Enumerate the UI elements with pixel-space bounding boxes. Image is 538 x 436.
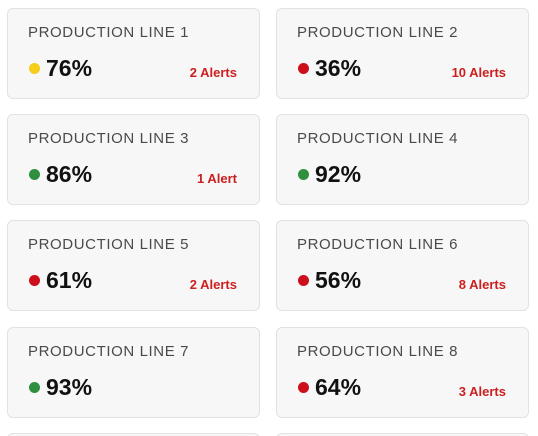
status-dot-icon [298,382,309,393]
alerts-badge[interactable]: 1 Alert [197,171,237,186]
status-dot-icon [298,63,309,74]
alerts-badge[interactable]: 2 Alerts [190,65,237,80]
production-line-card-5[interactable]: PRODUCTION LINE 5 61% 2 Alerts [7,220,260,311]
production-line-title: PRODUCTION LINE 1 [28,24,189,41]
alerts-badge[interactable]: 10 Alerts [452,65,506,80]
alerts-badge[interactable]: 3 Alerts [459,384,506,399]
status-dot-icon [298,169,309,180]
status-dot-icon [29,63,40,74]
status-dot-icon [29,275,40,286]
status-dot-icon [29,169,40,180]
production-line-card-1[interactable]: PRODUCTION LINE 1 76% 2 Alerts [7,8,260,99]
production-line-title: PRODUCTION LINE 3 [28,130,189,147]
production-line-card-6[interactable]: PRODUCTION LINE 6 56% 8 Alerts [276,220,529,311]
production-line-title: PRODUCTION LINE 2 [297,24,458,41]
production-line-value: 76% [46,55,92,82]
production-line-card-3[interactable]: PRODUCTION LINE 3 86% 1 Alert [7,114,260,205]
status-dot-icon [29,382,40,393]
production-line-card-8[interactable]: PRODUCTION LINE 8 64% 3 Alerts [276,327,529,418]
production-line-card-2[interactable]: PRODUCTION LINE 2 36% 10 Alerts [276,8,529,99]
production-line-value: 64% [315,374,361,401]
production-line-title: PRODUCTION LINE 4 [297,130,458,147]
status-dot-icon [298,275,309,286]
production-line-title: PRODUCTION LINE 5 [28,236,189,253]
alerts-badge[interactable]: 2 Alerts [190,277,237,292]
production-line-card-4[interactable]: PRODUCTION LINE 4 92% [276,114,529,205]
production-line-title: PRODUCTION LINE 7 [28,343,189,360]
production-line-title: PRODUCTION LINE 8 [297,343,458,360]
production-line-value: 92% [315,161,361,188]
production-line-value: 36% [315,55,361,82]
production-line-value: 93% [46,374,92,401]
production-line-value: 86% [46,161,92,188]
production-line-card-7[interactable]: PRODUCTION LINE 7 93% [7,327,260,418]
production-line-value: 61% [46,267,92,294]
production-line-value: 56% [315,267,361,294]
alerts-badge[interactable]: 8 Alerts [459,277,506,292]
production-line-title: PRODUCTION LINE 6 [297,236,458,253]
